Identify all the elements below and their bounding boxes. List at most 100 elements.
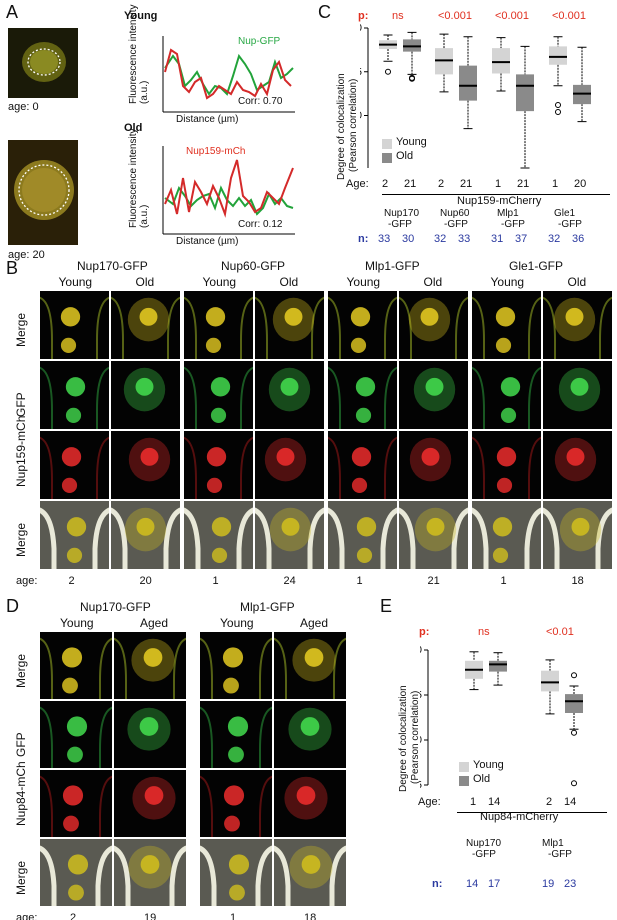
b-image-4-2-old bbox=[543, 361, 612, 429]
panel-e-letter: E bbox=[380, 596, 393, 616]
cell-image-old bbox=[8, 140, 78, 245]
n-label-e: n: bbox=[432, 878, 443, 890]
outlier bbox=[385, 68, 391, 75]
b-image-4-1-old bbox=[543, 291, 612, 359]
b-image-1-3-old bbox=[111, 431, 180, 499]
b-row-label-1: Merge bbox=[14, 312, 28, 347]
outlier bbox=[571, 729, 577, 736]
b-old-header-3: Old bbox=[423, 275, 443, 289]
legend-old-c: Old bbox=[396, 150, 414, 162]
e-ylabel-1: Degree of colocalization bbox=[398, 685, 409, 792]
n-c-5: 31 bbox=[491, 233, 504, 245]
d-young-header-1: Young bbox=[60, 616, 94, 630]
n-e-4: 23 bbox=[564, 878, 577, 890]
y-tick-label: 0.0 bbox=[420, 735, 422, 746]
age-label-old: age: 20 bbox=[8, 249, 45, 261]
b-row-label-3: Nup159-mCh bbox=[14, 415, 28, 487]
d-row-label-1: Merge bbox=[14, 653, 28, 688]
d-image-2-4-old bbox=[274, 839, 346, 906]
box-old-3 bbox=[516, 45, 534, 169]
b-old-header-4: Old bbox=[567, 275, 587, 289]
y-tick-label: 1.0 bbox=[360, 23, 362, 34]
protein-suffix-c-2: -GFP bbox=[444, 219, 468, 230]
b-row-label-2: GFP bbox=[14, 392, 28, 417]
d-image-1-3-young bbox=[40, 770, 112, 837]
d-age-2: 19 bbox=[144, 912, 157, 920]
protein-c-2: Nup60 bbox=[440, 208, 470, 219]
b-image-4-1-young bbox=[472, 291, 541, 359]
n-c-1: 33 bbox=[378, 233, 391, 245]
legend-old-swatch-e bbox=[459, 776, 469, 786]
protein-suffix-c-1: -GFP bbox=[388, 219, 412, 230]
age-e-1: 1 bbox=[470, 796, 477, 808]
d-image-2-4-young bbox=[200, 839, 272, 906]
b-image-2-2-old bbox=[255, 361, 324, 429]
protein-c-4: Gle1 bbox=[554, 208, 576, 219]
n-c-4: 33 bbox=[458, 233, 471, 245]
b-image-4-4-old bbox=[543, 501, 612, 569]
x-axis-label-old: Distance (µm) bbox=[176, 236, 239, 247]
d-image-2-2-young bbox=[200, 701, 272, 768]
b-young-header-1: Young bbox=[58, 275, 93, 289]
b-age-label: age: bbox=[16, 575, 38, 587]
y-tick-label: 0.0 bbox=[360, 111, 362, 122]
d-young-header-2: Young bbox=[220, 616, 254, 630]
p-value-c-4: <0.001 bbox=[552, 10, 586, 22]
box-old-1 bbox=[403, 31, 421, 82]
b-image-4-4-young bbox=[472, 501, 541, 569]
b-image-4-2-young bbox=[472, 361, 541, 429]
b-image-1-2-old bbox=[111, 361, 180, 429]
box-young-1 bbox=[379, 34, 397, 75]
old-heading: Old bbox=[124, 122, 143, 134]
outlier bbox=[571, 672, 577, 679]
panel-a-letter: A bbox=[6, 2, 19, 22]
y-tick-label: 1.0 bbox=[420, 645, 422, 656]
b-image-1-4-old bbox=[111, 501, 180, 569]
b-row-label-4: Merge bbox=[14, 522, 28, 557]
b-image-1-3-young bbox=[40, 431, 109, 499]
y-axis-label-young: Fluorescence intensity (a.u.) bbox=[128, 4, 150, 105]
age-c-5: 1 bbox=[495, 178, 502, 190]
d-image-2-2-old bbox=[274, 701, 346, 768]
b-image-1-2-young bbox=[40, 361, 109, 429]
b-image-3-2-old bbox=[399, 361, 468, 429]
legend-old-swatch-c bbox=[382, 153, 392, 163]
n-c-6: 37 bbox=[515, 233, 528, 245]
b-image-3-1-young bbox=[328, 291, 397, 359]
b-image-2-4-old bbox=[255, 501, 324, 569]
b-old-header-2: Old bbox=[279, 275, 299, 289]
b-image-1-1-young bbox=[40, 291, 109, 359]
b-age-6: 21 bbox=[427, 575, 440, 587]
old-mch-line bbox=[164, 159, 294, 218]
protein-c-3: Mlp1 bbox=[497, 208, 519, 219]
age-c-6: 21 bbox=[517, 178, 530, 190]
d-image-1-4-young bbox=[40, 839, 112, 906]
b-image-4-3-young bbox=[472, 431, 541, 499]
protein-suffix-c-4: -GFP bbox=[558, 219, 582, 230]
b-group-4: Gle1-GFP bbox=[509, 259, 564, 273]
legend-young-e: Young bbox=[473, 759, 504, 771]
b-group-2: Nup60-GFP bbox=[221, 259, 286, 273]
mch-series-label: Nup159-mCh bbox=[186, 146, 246, 157]
age-e-4: 14 bbox=[564, 796, 577, 808]
n-e-2: 17 bbox=[488, 878, 501, 890]
b-image-2-1-old bbox=[255, 291, 324, 359]
gfp-series-label: Nup-GFP bbox=[238, 36, 281, 47]
b-age-4: 24 bbox=[283, 575, 296, 587]
box-young-2 bbox=[435, 33, 453, 93]
box-young-1 bbox=[465, 651, 483, 691]
d-image-1-1-young bbox=[40, 632, 112, 699]
d-image-1-2-young bbox=[40, 701, 112, 768]
c-ylabel-2: (Pearson correlation) bbox=[348, 78, 359, 172]
y-tick-label: 0.5 bbox=[360, 67, 362, 78]
p-value-e-2: <0.01 bbox=[546, 626, 574, 638]
b-age-5: 1 bbox=[356, 575, 363, 587]
b-image-3-4-old bbox=[399, 501, 468, 569]
age-c-7: 1 bbox=[552, 178, 559, 190]
box-old-1 bbox=[489, 652, 507, 686]
n-c-7: 32 bbox=[548, 233, 561, 245]
protein-c-1: Nup170 bbox=[384, 208, 420, 219]
d-age-4: 18 bbox=[304, 912, 317, 920]
reporter-e: Nup84-mCherry bbox=[480, 811, 559, 823]
